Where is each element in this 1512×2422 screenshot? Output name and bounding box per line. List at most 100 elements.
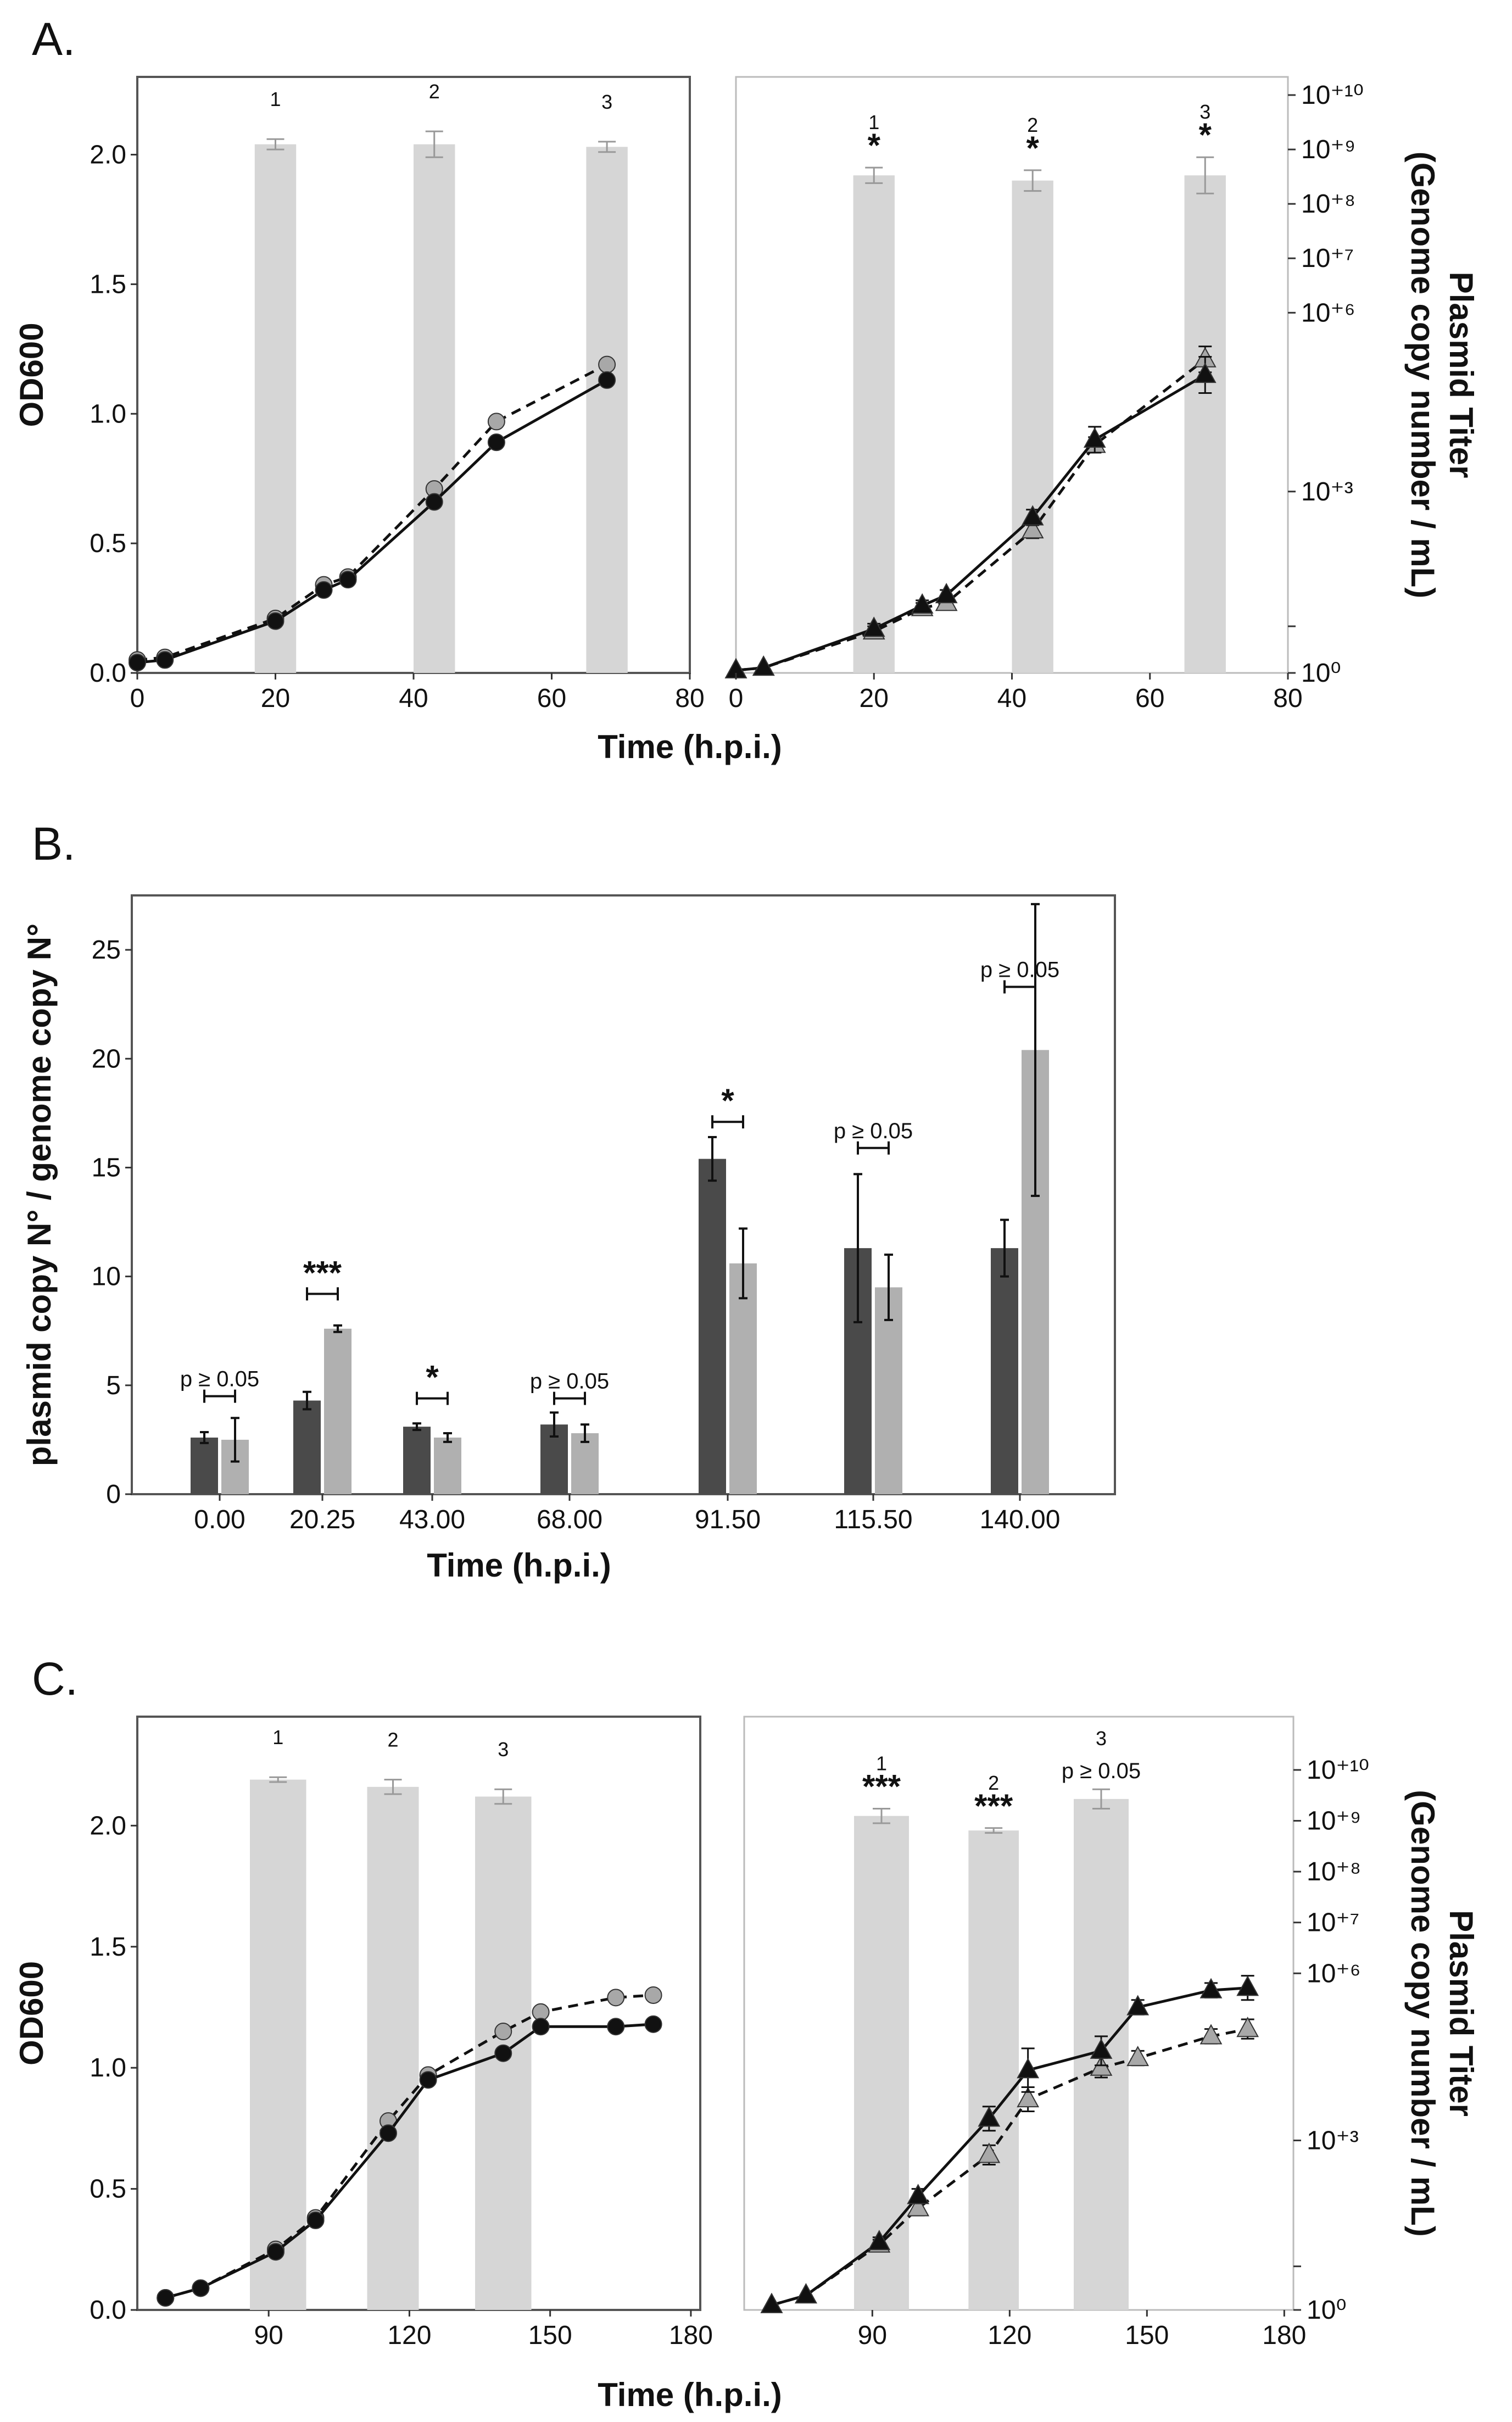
x-tick-label: 0 bbox=[130, 684, 145, 713]
data-point bbox=[306, 2211, 325, 2229]
data-point bbox=[598, 355, 616, 374]
data-point bbox=[1017, 2087, 1040, 2108]
series-line bbox=[137, 378, 608, 664]
y-tick-label: 0.5 bbox=[90, 529, 126, 558]
data-point bbox=[156, 651, 174, 669]
bar bbox=[699, 1159, 726, 1494]
data-point bbox=[487, 433, 505, 452]
data-point bbox=[935, 583, 958, 604]
bar-number-label: 3 bbox=[601, 91, 612, 113]
panel-a-xlabel: Time (h.p.i.) bbox=[598, 728, 782, 765]
significance-label: p ≥ 0.05 bbox=[180, 1367, 259, 1391]
data-point bbox=[266, 2243, 284, 2261]
series-line bbox=[771, 1986, 1248, 2307]
data-point bbox=[978, 2106, 1001, 2127]
y-tick-label: 10 bbox=[92, 1262, 121, 1291]
y-tick-label: 15 bbox=[92, 1153, 121, 1182]
bar-significance-label: * bbox=[868, 127, 881, 164]
data-point bbox=[129, 654, 146, 672]
right-tick-label: 10⁺⁶ bbox=[1307, 1959, 1360, 1988]
data-point bbox=[425, 493, 443, 511]
right-tick-label: 10⁺³ bbox=[1301, 477, 1353, 506]
x-tick-label: 20 bbox=[261, 684, 290, 713]
right-tick-label: 10⁺⁸ bbox=[1301, 190, 1355, 219]
data-point bbox=[598, 371, 616, 389]
y-axis-title: plasmid copy N° / genome copy N° bbox=[21, 923, 58, 1466]
chart-A-right: *1*2 *30 20 40 60 8010⁰10⁺³10⁺⁶10⁺⁷10⁺⁸10⁺⁹10… bbox=[724, 76, 1480, 713]
bar-number-label: 1 bbox=[270, 88, 281, 110]
y-tick-label: 1.0 bbox=[90, 399, 126, 428]
series-line bbox=[735, 374, 1206, 672]
bar-number-label: 2 bbox=[988, 1772, 999, 1794]
bar bbox=[991, 1248, 1018, 1494]
data-point bbox=[192, 2279, 210, 2297]
significance-label: * bbox=[426, 1359, 439, 1396]
right-tick-label: 10⁺¹⁰ bbox=[1301, 81, 1364, 110]
data-point bbox=[157, 2289, 175, 2307]
bar-significance-label: *** bbox=[974, 1788, 1013, 1824]
data-point bbox=[1236, 2017, 1259, 2037]
data-point bbox=[315, 581, 333, 599]
data-point bbox=[1126, 1995, 1150, 2015]
data-point bbox=[607, 1989, 625, 2007]
series-line bbox=[137, 363, 608, 661]
y-tick-label: 5 bbox=[106, 1371, 121, 1400]
y-tick-label: 1.5 bbox=[90, 1933, 126, 1962]
right-tick-label: 10⁺⁹ bbox=[1307, 1807, 1361, 1836]
data-point bbox=[911, 593, 934, 614]
data-point bbox=[862, 616, 885, 637]
bar bbox=[403, 1427, 431, 1494]
panel-c-xlabel: Time (h.p.i.) bbox=[598, 2376, 782, 2413]
data-point bbox=[1126, 2046, 1150, 2067]
x-tick-label: 20.25 bbox=[289, 1505, 355, 1534]
plot-frame bbox=[131, 894, 1116, 1495]
x-tick-label: 150 bbox=[1125, 2321, 1169, 2350]
data-point bbox=[1199, 1978, 1223, 1998]
y-axis-title: OD600 bbox=[13, 322, 50, 427]
x-tick-label: 140.00 bbox=[980, 1505, 1061, 1534]
x-tick-label: 0.00 bbox=[194, 1505, 245, 1534]
data-point bbox=[532, 2018, 550, 2036]
significance-label: *** bbox=[303, 1254, 342, 1291]
bar bbox=[571, 1433, 599, 1494]
right-tick-label: 10⁺¹⁰ bbox=[1307, 1756, 1369, 1785]
data-point bbox=[1021, 505, 1044, 526]
panel-c-letter: C. bbox=[32, 1653, 78, 1705]
x-tick-label: 120 bbox=[387, 2321, 431, 2350]
data-point bbox=[379, 2124, 397, 2142]
x-tick-label: 60 bbox=[537, 684, 566, 713]
right-axis-subtitle: (Genome copy number / mL) bbox=[1404, 1790, 1441, 2236]
titer-bar bbox=[250, 1779, 306, 2310]
x-tick-label: 60 bbox=[1135, 684, 1164, 713]
data-point bbox=[339, 571, 357, 589]
bar bbox=[434, 1437, 461, 1494]
chart-A-left: 1 2 3 0 20 40 60 80 0.0 0.5 1.0 1.5 2.0 OD600 bbox=[13, 76, 705, 713]
bar-number-label: 2 bbox=[388, 1729, 399, 1751]
x-axis-title: Time (h.p.i.) bbox=[427, 1547, 611, 1584]
data-point bbox=[487, 413, 505, 431]
x-tick-label: 90 bbox=[254, 2321, 283, 2350]
y-axis-title: OD600 bbox=[13, 1961, 50, 2065]
bar bbox=[729, 1263, 757, 1494]
right-tick-label: 10⁰ bbox=[1301, 659, 1341, 688]
titer-bar bbox=[853, 175, 895, 673]
panel-a-letter: A. bbox=[32, 13, 75, 65]
y-tick-label: 0.0 bbox=[90, 2296, 126, 2325]
data-point bbox=[644, 2015, 662, 2033]
titer-bar bbox=[367, 1786, 419, 2310]
data-point bbox=[1193, 363, 1217, 383]
y-tick-label: 1.0 bbox=[90, 2053, 126, 2083]
x-tick-label: 80 bbox=[675, 684, 704, 713]
series-line bbox=[165, 2023, 654, 2299]
right-tick-label: 10⁺⁷ bbox=[1307, 1908, 1359, 1937]
x-tick-label: 120 bbox=[987, 2321, 1031, 2350]
data-point bbox=[1017, 2058, 1040, 2079]
data-point bbox=[795, 2283, 817, 2304]
bar bbox=[293, 1400, 321, 1494]
chart-C-left: 1 2 3 90 120 150 180 0.0 0.5 1.0 1.5 2.0 OD600 bbox=[13, 1716, 713, 2350]
bar-number-label: 1 bbox=[868, 111, 879, 133]
y-tick-label: 25 bbox=[92, 936, 121, 965]
data-point bbox=[1083, 427, 1106, 448]
right-tick-label: 10⁺⁸ bbox=[1307, 1857, 1361, 1886]
bar-number-label: 1 bbox=[876, 1752, 887, 1775]
